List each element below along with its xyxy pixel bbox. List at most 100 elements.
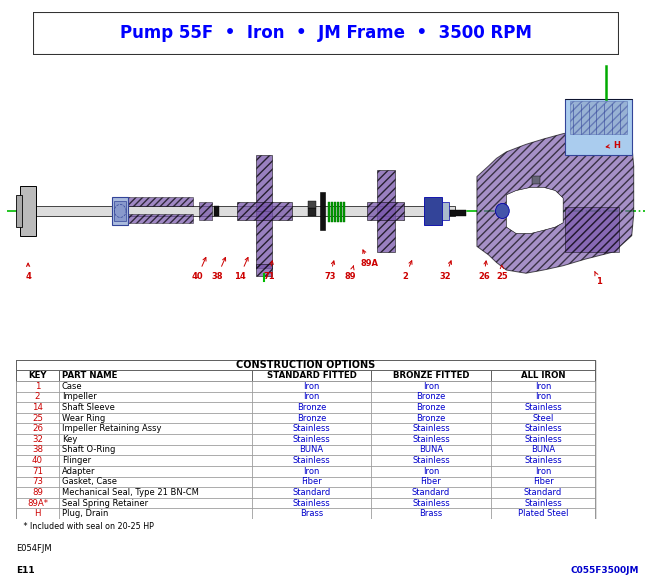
Text: Stainless: Stainless xyxy=(293,424,331,433)
Bar xyxy=(16,434,59,445)
Text: Pump 55F  •  Iron  •  JM Frame  •  3500 RPM: Pump 55F • Iron • JM Frame • 3500 RPM xyxy=(120,24,532,42)
Bar xyxy=(252,413,371,423)
Text: 14: 14 xyxy=(234,258,248,281)
Text: BRONZE FITTED: BRONZE FITTED xyxy=(393,371,469,380)
Bar xyxy=(252,509,371,519)
Text: Iron: Iron xyxy=(303,392,319,401)
Bar xyxy=(371,455,491,466)
Text: 38: 38 xyxy=(32,445,43,455)
Bar xyxy=(252,392,371,402)
Text: Stainless: Stainless xyxy=(524,403,562,412)
Bar xyxy=(16,445,59,455)
Circle shape xyxy=(496,204,509,219)
Bar xyxy=(371,402,491,413)
Text: 89: 89 xyxy=(345,266,356,281)
Bar xyxy=(367,202,404,220)
Bar xyxy=(371,423,491,434)
Bar xyxy=(59,455,252,466)
Text: E054FJM: E054FJM xyxy=(16,544,52,553)
Bar xyxy=(570,102,627,133)
Bar xyxy=(441,202,449,220)
Bar xyxy=(16,423,59,434)
Text: Brass: Brass xyxy=(419,509,443,519)
Text: Iron: Iron xyxy=(535,392,551,401)
Bar xyxy=(59,434,252,445)
Bar xyxy=(252,487,371,498)
Bar xyxy=(491,498,595,509)
Bar xyxy=(59,445,252,455)
Bar xyxy=(59,381,252,392)
Bar xyxy=(114,201,126,220)
Text: Iron: Iron xyxy=(422,382,439,391)
Bar xyxy=(16,360,595,370)
Text: Bronze: Bronze xyxy=(417,414,446,423)
Bar xyxy=(59,487,252,498)
Bar xyxy=(532,176,540,184)
Bar xyxy=(491,487,595,498)
Bar xyxy=(451,210,466,216)
Text: H: H xyxy=(34,509,40,519)
Text: Impeller Retaining Assy: Impeller Retaining Assy xyxy=(62,424,161,433)
Text: Iron: Iron xyxy=(535,467,551,476)
Text: 2: 2 xyxy=(35,392,40,401)
Text: 4: 4 xyxy=(25,263,31,281)
Text: Bronze: Bronze xyxy=(297,414,326,423)
Bar xyxy=(565,206,619,252)
Bar xyxy=(16,498,59,509)
Text: 25: 25 xyxy=(32,414,43,423)
Bar xyxy=(308,201,316,208)
Text: Mechanical Seal, Type 21 BN-CM: Mechanical Seal, Type 21 BN-CM xyxy=(62,488,199,497)
Text: Stainless: Stainless xyxy=(293,499,331,508)
Bar xyxy=(565,99,632,155)
Text: Stainless: Stainless xyxy=(524,456,562,465)
Text: 89A: 89A xyxy=(360,250,378,268)
Bar xyxy=(256,211,272,268)
Bar xyxy=(252,445,371,455)
Bar xyxy=(491,413,595,423)
Text: Fiber: Fiber xyxy=(301,477,322,487)
Bar xyxy=(16,487,59,498)
Text: Bronze: Bronze xyxy=(297,403,326,412)
Text: 71: 71 xyxy=(263,261,275,281)
Bar xyxy=(491,445,595,455)
Bar xyxy=(124,197,193,205)
Bar xyxy=(334,202,336,222)
Text: H: H xyxy=(606,140,621,150)
Bar xyxy=(371,370,491,381)
Text: BUNA: BUNA xyxy=(419,445,443,455)
Bar xyxy=(252,434,371,445)
Text: 73: 73 xyxy=(32,477,43,487)
Text: 2: 2 xyxy=(402,260,412,281)
Bar xyxy=(491,370,595,381)
Bar xyxy=(491,455,595,466)
Bar xyxy=(16,413,59,423)
Text: Flinger: Flinger xyxy=(62,456,91,465)
Bar xyxy=(59,509,252,519)
Bar xyxy=(320,191,325,230)
Bar xyxy=(34,205,455,216)
Text: 38: 38 xyxy=(211,258,226,281)
Bar xyxy=(491,392,595,402)
Bar xyxy=(252,423,371,434)
Bar xyxy=(343,202,345,222)
Bar xyxy=(491,509,595,519)
Bar xyxy=(424,197,441,225)
Text: PART NAME: PART NAME xyxy=(62,371,117,380)
Text: Stainless: Stainless xyxy=(412,435,450,444)
Bar xyxy=(16,195,22,227)
Text: Adapter: Adapter xyxy=(62,467,95,476)
Text: Iron: Iron xyxy=(535,382,551,391)
Text: E11: E11 xyxy=(16,566,35,575)
Text: * Included with seal on 20-25 HP: * Included with seal on 20-25 HP xyxy=(16,522,154,531)
Text: Gasket, Case: Gasket, Case xyxy=(62,477,117,487)
Bar xyxy=(371,434,491,445)
Text: 40: 40 xyxy=(32,456,43,465)
Text: 73: 73 xyxy=(324,261,336,281)
Text: Shaft Sleeve: Shaft Sleeve xyxy=(62,403,115,412)
Bar xyxy=(16,477,59,487)
Text: Steel: Steel xyxy=(533,414,554,423)
Bar xyxy=(199,202,213,220)
Bar xyxy=(112,197,128,225)
Text: Fiber: Fiber xyxy=(533,477,554,487)
Bar xyxy=(252,455,371,466)
